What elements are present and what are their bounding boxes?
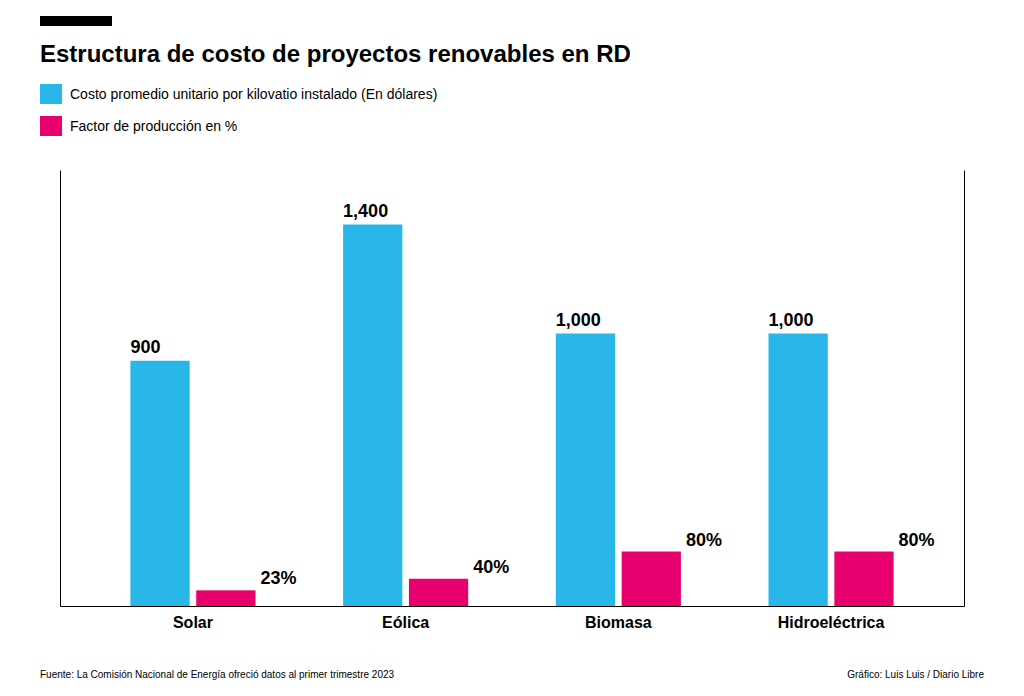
x-tick-label: Solar [173,614,213,631]
legend-label: Costo promedio unitario por kilovatio in… [70,86,437,102]
x-tick: Solar [173,606,213,631]
data-label: 900 [130,337,160,357]
data-label: 1,000 [769,310,814,330]
data-label: 80% [686,530,722,550]
y-axis [60,171,61,607]
legend-item: Factor de producción en % [40,116,237,136]
x-tick-label: Biomasa [585,614,652,631]
bar [196,590,255,606]
bar [409,579,468,606]
annotation: Gráfico: Luis Luis / Diario Libre [847,669,984,680]
x-tick-label: Eólica [382,614,429,631]
chart: Estructura de costo de proyectos renovab… [0,0,1024,696]
data-labels: 900 1,400 1,000 1,000 23% 40% 80% 80% [130,201,934,589]
bar [769,334,828,607]
legend-label: Factor de producción en % [70,118,237,134]
data-label: 80% [899,530,935,550]
y2-axis-line [964,171,965,607]
title: Estructura de costo de proyectos renovab… [40,40,631,67]
legend-swatch [40,116,62,136]
legend: Costo promedio unitario por kilovatio in… [40,84,437,136]
bars [130,225,893,607]
data-label: 1,000 [556,310,601,330]
x-axis: Solar Eólica Biomasa Hidroeléctrica [61,606,965,631]
data-label: 40% [473,557,509,577]
x-tick: Eólica [382,606,429,631]
data-label: 1,400 [343,201,388,221]
x-axis-line [61,606,965,607]
decor-bar [40,16,112,26]
bar [622,552,681,607]
legend-item: Costo promedio unitario por kilovatio in… [40,84,437,104]
x-tick: Biomasa [585,606,652,631]
bar [834,552,893,607]
bar [130,361,189,606]
data-label: 23% [260,568,296,588]
y-axis-line [60,171,61,607]
bar [556,334,615,607]
x-tick: Hidroeléctrica [778,606,885,631]
legend-swatch [40,84,62,104]
y2-axis [964,171,965,607]
x-tick-label: Hidroeléctrica [778,614,885,631]
annotation: Fuente: La Comisión Nacional de Energía … [40,669,395,680]
bar [343,225,402,607]
